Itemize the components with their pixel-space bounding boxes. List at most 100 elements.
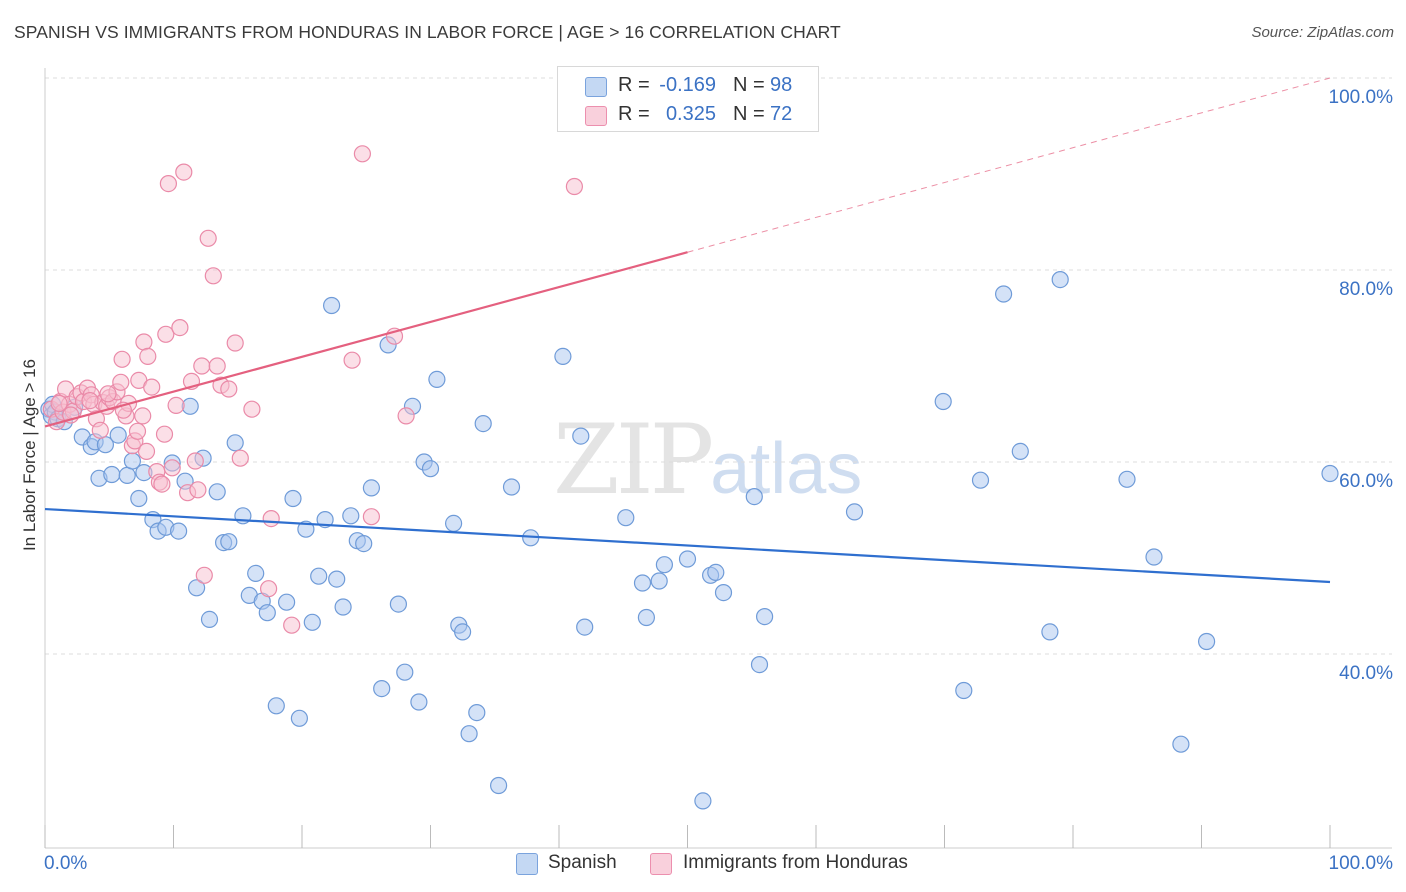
data-point: [139, 347, 157, 365]
data-point: [186, 452, 204, 470]
data-point: [81, 392, 99, 410]
legend-swatch-spanish: [585, 77, 607, 97]
data-point: [159, 175, 177, 193]
trend-line: [44, 507, 1331, 584]
data-point: [112, 373, 130, 391]
data-point: [208, 357, 226, 375]
data-point: [130, 489, 148, 508]
legend-row-honduras: R = 0.325 N = 72: [558, 100, 818, 130]
data-point: [502, 478, 521, 496]
legend-label-spanish: Spanish: [548, 852, 617, 873]
data-point: [971, 471, 990, 489]
legend-r-label: R =: [618, 74, 650, 96]
data-point: [745, 488, 763, 506]
data-point: [103, 465, 121, 484]
data-point: [91, 421, 109, 439]
data-point: [113, 350, 131, 368]
data-point: [262, 509, 280, 528]
data-point: [247, 564, 265, 583]
data-point: [955, 681, 973, 700]
data-point: [355, 534, 373, 553]
data-point: [208, 483, 226, 501]
data-point: [167, 396, 185, 414]
data-point: [267, 697, 285, 715]
data-point: [170, 522, 188, 540]
data-point: [637, 608, 656, 627]
axes: [44, 68, 1392, 849]
data-point: [1172, 735, 1190, 753]
data-point: [316, 510, 334, 529]
data-point: [163, 459, 181, 477]
trend-line: [44, 251, 688, 428]
data-point: [397, 407, 415, 425]
data-point: [1011, 442, 1029, 460]
data-point: [454, 623, 472, 641]
data-point: [714, 583, 733, 602]
data-point: [576, 618, 594, 636]
legend-r-label: R =: [618, 103, 650, 125]
data-point: [428, 370, 446, 388]
legend-r-value: 0.325: [665, 103, 716, 125]
data-point: [468, 703, 486, 722]
data-point: [755, 607, 774, 626]
data-point: [554, 347, 572, 365]
data-point: [362, 479, 380, 497]
data-point: [617, 509, 635, 527]
data-point: [220, 533, 238, 551]
data-point: [633, 574, 652, 592]
legend-label-honduras: Immigrants from Honduras: [683, 852, 908, 873]
legend-swatch-honduras: [650, 853, 672, 875]
legend-n-value: 98: [770, 74, 793, 96]
data-point: [1321, 464, 1339, 483]
data-point: [189, 481, 207, 499]
legend-n-value: 72: [770, 103, 793, 125]
legend-n-label: N =: [733, 103, 765, 125]
data-point: [195, 566, 213, 584]
data-point: [155, 425, 174, 443]
data-point: [934, 392, 952, 411]
data-point: [572, 427, 590, 445]
data-point: [1145, 548, 1163, 566]
data-point: [278, 593, 296, 611]
data-point: [323, 296, 341, 315]
data-point: [1041, 623, 1059, 641]
data-point: [310, 567, 328, 585]
watermark: ZIPatlas: [553, 404, 862, 516]
data-point: [204, 267, 222, 285]
data-point: [565, 177, 584, 196]
data-point: [283, 616, 301, 634]
data-point: [188, 579, 206, 597]
chart-title: SPANISH VS IMMIGRANTS FROM HONDURAS IN L…: [14, 22, 841, 42]
y-axis-label: In Labor Force | Age > 16: [20, 359, 39, 551]
data-point: [650, 572, 668, 590]
data-point: [118, 466, 136, 484]
data-point: [137, 442, 156, 460]
data-point: [284, 489, 302, 508]
data-point: [334, 598, 352, 616]
data-point: [99, 385, 117, 403]
data-point: [445, 514, 463, 533]
data-point: [171, 319, 189, 337]
y-tick-label: 100.0%: [1329, 87, 1394, 108]
data-point: [362, 508, 380, 526]
data-point: [845, 503, 864, 521]
data-point: [750, 655, 769, 674]
watermark-zip: ZIP: [553, 404, 714, 516]
y-tick-label: 60.0%: [1339, 471, 1393, 492]
data-point: [343, 351, 361, 369]
data-point: [297, 520, 315, 538]
data-point: [474, 415, 492, 433]
data-point: [1051, 271, 1069, 289]
x-tick-label: 100.0%: [1329, 853, 1394, 874]
data-point: [353, 145, 371, 163]
legend-r-value: -0.169: [659, 74, 716, 96]
data-point: [328, 570, 346, 588]
series-spanish: [40, 271, 1339, 810]
data-point: [396, 663, 414, 681]
series-honduras: [42, 69, 585, 634]
data-point: [226, 334, 244, 352]
data-point: [243, 400, 261, 418]
data-point: [143, 378, 161, 396]
data-point: [157, 325, 175, 343]
